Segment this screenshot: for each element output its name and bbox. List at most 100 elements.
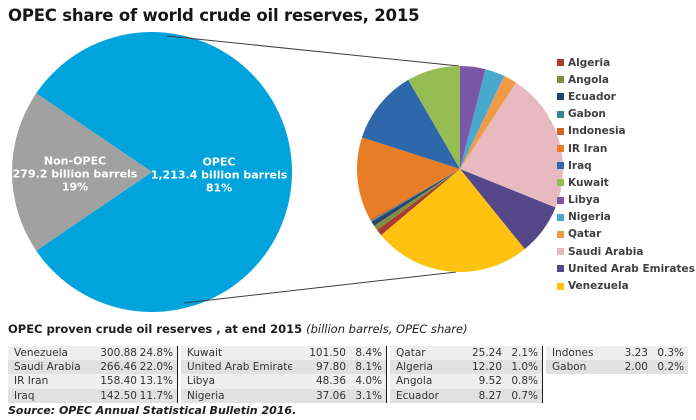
opec-label-name: OPEC (202, 155, 236, 169)
table-row-ir-iran: IR Iran 158.40 13.1% (8, 374, 177, 389)
opec-label-value: 1,213.4 billion barrels (150, 168, 288, 182)
cell-share: 0.2% (657, 361, 684, 374)
table-row-indonesia: Indonesia 3.23 0.3% (546, 346, 688, 361)
legend-item-gabon: Gabon (557, 106, 695, 123)
cell-country: IR Iran (14, 375, 49, 388)
legend-label: Algeria (568, 56, 611, 69)
legend-color-swatch (557, 248, 564, 256)
legend-label: Venezuela (568, 280, 629, 293)
table-group-3: Qatar 25.24 2.1% Algeria 12.20 1.0% Angola 9.52… (390, 346, 543, 403)
legend-item-libya: Libya (557, 192, 695, 209)
pie-slice-indonesia (370, 169, 460, 221)
cell-value: 3.23 (624, 347, 648, 360)
cell-country: Angola (396, 375, 433, 388)
pie-slice-nigeria (460, 69, 505, 169)
cell-share: 11.7% (139, 389, 173, 402)
table-row-iraq: Iraq 142.50 11.7% (8, 388, 177, 403)
legend-item-indonesia: Indonesia (557, 123, 695, 140)
cell-value: 12.20 (471, 361, 502, 374)
cell-value: 2.00 (624, 361, 648, 374)
cell-share: 0.3% (657, 347, 684, 360)
legend-color-swatch (557, 196, 564, 204)
table-row-venezuela: Venezuela 300.88 24.8% (8, 346, 177, 361)
cell-country: Qatar (396, 347, 426, 360)
cell-share: 13.1% (139, 375, 173, 388)
cell-share: 0.8% (511, 375, 538, 388)
cell-share: 22.0% (139, 361, 173, 374)
cell-share: 4.0% (355, 375, 382, 388)
pie-slice-non-opec (12, 93, 152, 251)
legend-label: Libya (568, 194, 600, 207)
pie-slice-venezuela (381, 169, 525, 272)
legend-color-swatch (557, 179, 564, 187)
table-group-1: Venezuela 300.88 24.8% Saudi Arabia 266.46 22… (8, 346, 178, 403)
non-opec-label-pct: 19% (61, 180, 89, 194)
legend-item-iraq: Iraq (557, 157, 695, 174)
pie-slice-libya (460, 66, 486, 169)
legend-label: Nigeria (568, 211, 611, 224)
pie-slice-gabon (371, 169, 460, 222)
cell-share: 0.7% (511, 389, 538, 402)
table-row-qatar: Qatar 25.24 2.1% (390, 346, 542, 361)
cell-value: 25.24 (471, 347, 502, 360)
legend-label: Iraq (568, 159, 592, 172)
cell-country: Saudi Arabia (14, 361, 81, 374)
pie-slice-kuwait (408, 65, 460, 169)
cell-share: 1.0% (511, 361, 538, 374)
cell-share: 8.4% (355, 347, 382, 360)
pie-slice-ir-iran (357, 137, 460, 220)
connector-line-bottom (183, 271, 457, 304)
table-row-libya: Libya 48.36 4.0% (181, 374, 386, 389)
legend-label: Gabon (568, 108, 606, 121)
table-row-united-arab-emirates: United Arab Emirates 97.80 8.1% (181, 360, 386, 375)
legend-color-swatch (557, 59, 564, 67)
pie-slice-opec (36, 32, 293, 313)
legend-label: Kuwait (568, 176, 609, 189)
cell-country: Ecuador (396, 389, 439, 402)
table-row-nigeria: Nigeria 37.06 3.1% (181, 388, 386, 403)
legend-item-united-arab-emirates: United Arab Emirates (557, 260, 695, 277)
legend-label: Qatar (568, 228, 602, 241)
cell-value: 9.52 (478, 375, 502, 388)
source-note: Source: OPEC Annual Statistical Bulletin… (8, 404, 297, 417)
connector-line-top (166, 35, 460, 67)
legend-item-ecuador: Ecuador (557, 88, 695, 105)
table-caption-main: OPEC proven crude oil reserves , at end … (8, 322, 307, 336)
cell-country: Nigeria (187, 389, 225, 402)
legend-color-swatch (557, 76, 564, 84)
cell-share: 8.1% (355, 361, 382, 374)
legend-color-swatch (557, 110, 564, 118)
pie-slice-angola (374, 169, 460, 231)
cell-country: Venezuela (14, 347, 68, 360)
legend-label: Indonesia (568, 125, 626, 138)
legend-label: IR Iran (568, 142, 608, 155)
legend-color-swatch (557, 213, 564, 221)
opec-slice-label: OPEC 1,213.4 billion barrels 81% (151, 156, 288, 195)
legend-item-ir-iran: IR Iran (557, 140, 695, 157)
cell-value: 101.50 (309, 347, 346, 360)
cell-value: 158.40 (100, 375, 137, 388)
cell-value: 142.50 (100, 389, 137, 402)
reserves-table: Venezuela 300.88 24.8% Saudi Arabia 266.46 22… (8, 346, 692, 403)
table-group-4: Indonesia 3.23 0.3% Gabon 2.00 0.2% (546, 346, 688, 375)
legend-label: Saudi Arabia (568, 245, 644, 258)
table-caption: OPEC proven crude oil reserves , at end … (8, 322, 468, 336)
opec-label-pct: 81% (205, 181, 233, 195)
legend-item-qatar: Qatar (557, 226, 695, 243)
cell-value: 48.36 (315, 375, 346, 388)
table-row-saudi-arabia: Saudi Arabia 266.46 22.0% (8, 360, 177, 375)
page-title: OPEC share of world crude oil reserves, … (8, 6, 420, 25)
table-caption-note: (billion barrels, OPEC share) (306, 322, 468, 336)
cell-country: Algeria (396, 361, 433, 374)
cell-value: 300.88 (100, 347, 137, 360)
non-opec-label-name: Non-OPEC (43, 154, 107, 168)
legend-color-swatch (557, 93, 564, 101)
legend-item-nigeria: Nigeria (557, 209, 695, 226)
pie-slice-algeria (377, 169, 460, 236)
pie-slice-saudi-arabia (460, 82, 563, 208)
table-row-ecuador: Ecuador 8.27 0.7% (390, 388, 542, 403)
cell-value: 266.46 (100, 361, 137, 374)
cell-value: 97.80 (315, 361, 346, 374)
pie-chart-canvas (12, 32, 563, 313)
legend-item-algeria: Algeria (557, 54, 695, 71)
